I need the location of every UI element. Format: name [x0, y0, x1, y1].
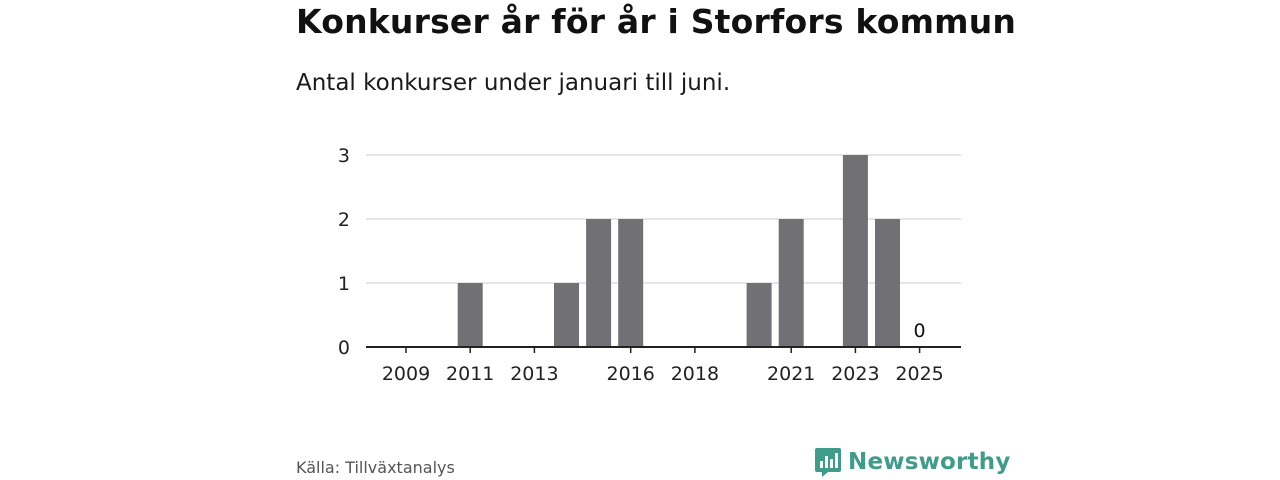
bar-2020	[746, 283, 772, 347]
bar-2024	[875, 219, 900, 347]
bar-2015	[586, 219, 612, 347]
bar-2021	[778, 219, 804, 347]
bar-2014	[554, 283, 579, 347]
source-note: Källa: Tillväxtanalys	[296, 458, 455, 477]
bar-2011	[457, 283, 483, 347]
bar-2016	[618, 219, 644, 347]
x-tick-label: 2011	[446, 363, 494, 385]
x-tick-label: 2018	[671, 363, 719, 385]
y-tick-label: 0	[338, 337, 350, 359]
y-tick-label: 1	[338, 273, 350, 295]
chart-title: Konkurser år för år i Storfors kommun	[296, 2, 1017, 41]
x-tick-label: 2021	[767, 363, 815, 385]
y-tick-label: 2	[338, 209, 350, 231]
bar-2023	[842, 155, 868, 347]
x-tick-label: 2025	[895, 363, 943, 385]
brand-logo: Newsworthy	[814, 446, 1011, 478]
chart-subtitle: Antal konkurser under januari till juni.	[296, 70, 731, 96]
data-label: 0	[914, 320, 926, 342]
x-tick-label: 2016	[607, 363, 655, 385]
brand-name: Newsworthy	[848, 449, 1011, 475]
x-tick-label: 2009	[382, 363, 430, 385]
y-tick-label: 3	[338, 145, 350, 167]
bar-chart-speech-bubble-icon	[815, 448, 841, 477]
x-tick-label: 2023	[831, 363, 879, 385]
x-tick-label: 2013	[510, 363, 558, 385]
